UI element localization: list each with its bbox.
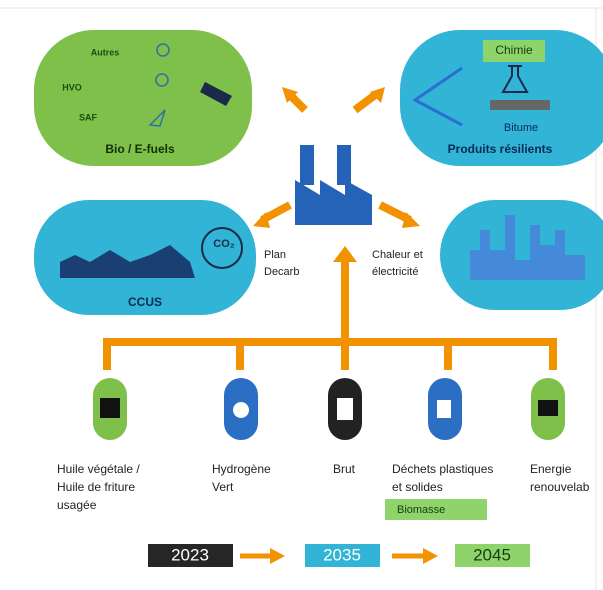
source-label: renouvelab xyxy=(530,480,590,494)
co2-label: CO₂ xyxy=(213,238,235,250)
blob-title: Produits résilients xyxy=(448,142,553,156)
source-label: Huile végétale / xyxy=(57,462,140,476)
item-label: SAF xyxy=(79,112,98,122)
item-label: HVO xyxy=(62,82,82,92)
item-label: Autres xyxy=(91,47,120,57)
diagram: Autres HVO SAF Bio / E-fuels Chimie Bitu… xyxy=(0,0,603,590)
year-label: 2035 xyxy=(323,545,361,564)
source-label: Hydrogène xyxy=(212,462,271,476)
source-label: et solides xyxy=(392,480,443,494)
source-label: Brut xyxy=(333,462,356,476)
source-label: Energie xyxy=(530,462,572,476)
blob-title: Bio / E-fuels xyxy=(105,142,175,156)
source-label: Huile de friture xyxy=(57,480,135,494)
source-label: Vert xyxy=(212,480,234,494)
biomasse-label: Biomasse xyxy=(397,504,445,516)
chaleur-label: Chaleur et xyxy=(372,249,423,261)
chaleur-label: électricité xyxy=(372,266,418,278)
source-label: usagée xyxy=(57,498,97,512)
plan-label: Decarb xyxy=(264,266,299,278)
plan-label: Plan xyxy=(264,249,286,261)
bitume-label: Bitume xyxy=(504,122,538,134)
year-label: 2045 xyxy=(473,545,511,564)
year-label: 2023 xyxy=(171,545,209,564)
blob-title: CCUS xyxy=(128,295,162,309)
chimie-label: Chimie xyxy=(495,43,533,57)
road-icon xyxy=(490,100,550,110)
source-label: Déchets plastiques xyxy=(392,462,493,476)
